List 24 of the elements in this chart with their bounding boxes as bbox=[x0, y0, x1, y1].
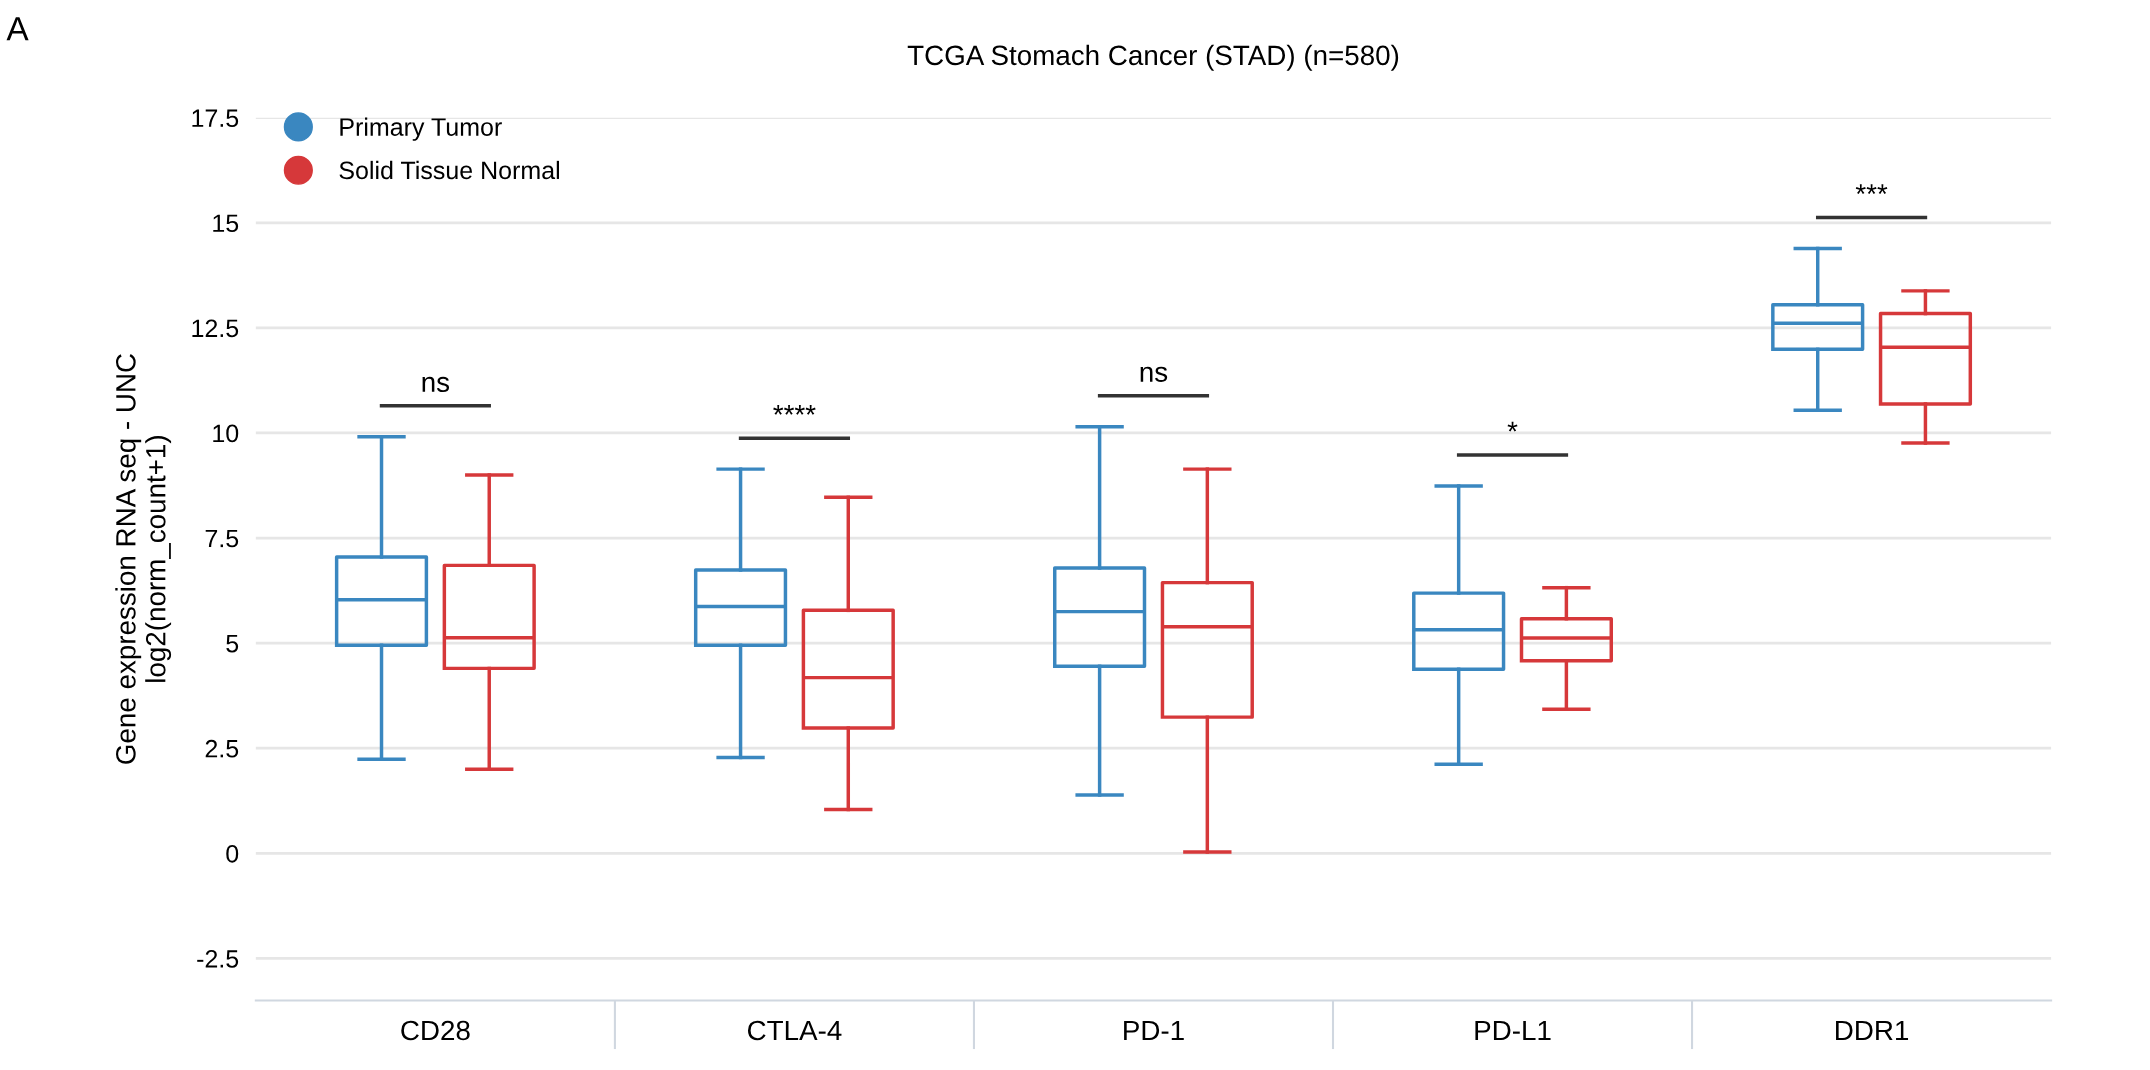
x-tick-label: DDR1 bbox=[1836, 1020, 1909, 1041]
y-tick-label: 5 bbox=[226, 635, 239, 653]
annotation: ns bbox=[1140, 366, 1168, 382]
legend-label: Primary Tumor bbox=[340, 117, 502, 141]
legend-label: Solid Tissue Normal bbox=[339, 160, 559, 180]
x-tick-label: PD-L1 bbox=[1475, 1020, 1551, 1041]
x-tick-label: CTLA-4 bbox=[747, 1020, 842, 1041]
annotation: *** bbox=[1855, 184, 1888, 195]
y-tick-label: 2.5 bbox=[205, 739, 239, 758]
y-tick-label: 15 bbox=[213, 214, 239, 233]
y-tick-label: 17.5 bbox=[192, 109, 239, 127]
annotation: **** bbox=[773, 405, 816, 415]
annotation: ns bbox=[422, 376, 450, 393]
y-tick-label: -2.5 bbox=[197, 950, 239, 968]
annotation: * bbox=[1507, 421, 1518, 432]
y-tick-label: 0 bbox=[226, 844, 239, 863]
x-tick-label: PD-1 bbox=[1124, 1020, 1184, 1041]
chart-title: TCGA Stomach Cancer (STAD) (n=580) bbox=[907, 44, 1399, 71]
y-axis-title: Gene expression RNA seq - UNC log2(norm_count+1) bbox=[115, 354, 172, 764]
x-tick-label: CD28 bbox=[401, 1020, 470, 1041]
y-tick-label: 12.5 bbox=[192, 319, 239, 338]
text: A bbox=[6, 17, 29, 41]
y-tick-label: 10 bbox=[213, 424, 239, 443]
y-tick-label: 7.5 bbox=[205, 529, 239, 548]
